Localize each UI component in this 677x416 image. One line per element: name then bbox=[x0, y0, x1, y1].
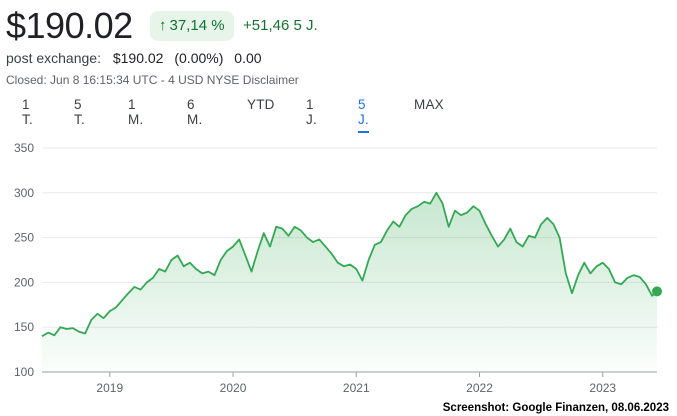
tab-5-years[interactable]: 5 J. bbox=[358, 97, 369, 133]
change-percent-value: 37,14 % bbox=[169, 17, 225, 34]
current-price: $190.02 bbox=[6, 5, 133, 46]
price-chart[interactable]: 350 300 250 200 150 100 2019 2020 2021 2022 2023 bbox=[0, 135, 677, 400]
post-exchange-price: $190.02 bbox=[112, 50, 164, 66]
x-tick-label: 2021 bbox=[343, 381, 370, 395]
post-exchange-percent: (0.00%) bbox=[174, 50, 224, 66]
market-closed-info: Closed: Jun 8 16:15:34 UTC - 4 USD NYSE … bbox=[6, 73, 299, 87]
screenshot-credit: Screenshot: Google Finanzen, 08.06.2023 bbox=[442, 402, 669, 414]
post-exchange-label: post exchange: bbox=[6, 50, 101, 66]
y-tick-label: 100 bbox=[14, 365, 34, 379]
post-exchange-abs: 0.00 bbox=[234, 50, 262, 66]
change-absolute: +51,46 5 J. bbox=[243, 17, 318, 34]
y-tick-label: 250 bbox=[14, 231, 34, 245]
last-price-point bbox=[652, 286, 662, 297]
y-tick-label: 150 bbox=[14, 320, 34, 334]
arrow-up-icon: ↑ bbox=[159, 17, 167, 34]
tab-ytd[interactable]: YTD bbox=[247, 97, 275, 112]
y-tick-label: 350 bbox=[14, 141, 34, 155]
y-tick-label: 200 bbox=[14, 275, 34, 289]
change-percent-badge: ↑ 37,14 % bbox=[150, 11, 234, 41]
tab-5-days[interactable]: 5 T. bbox=[74, 97, 85, 127]
tab-max[interactable]: MAX bbox=[414, 97, 444, 112]
tab-6-months[interactable]: 6 M. bbox=[187, 97, 203, 127]
price-area-fill bbox=[42, 192, 657, 372]
tab-1-year[interactable]: 1 J. bbox=[306, 97, 317, 127]
tab-1-day[interactable]: 1 T. bbox=[22, 97, 33, 127]
post-exchange-row: post exchange: $190.02 (0.00%) 0.00 bbox=[6, 50, 269, 66]
x-tick-label: 2019 bbox=[96, 381, 123, 395]
x-tick-label: 2020 bbox=[220, 381, 247, 395]
x-tick-label: 2023 bbox=[589, 381, 616, 395]
price-line bbox=[41, 191, 658, 337]
tab-1-month[interactable]: 1 M. bbox=[128, 97, 144, 127]
x-tick-label: 2022 bbox=[466, 381, 493, 395]
y-tick-label: 300 bbox=[14, 186, 34, 200]
